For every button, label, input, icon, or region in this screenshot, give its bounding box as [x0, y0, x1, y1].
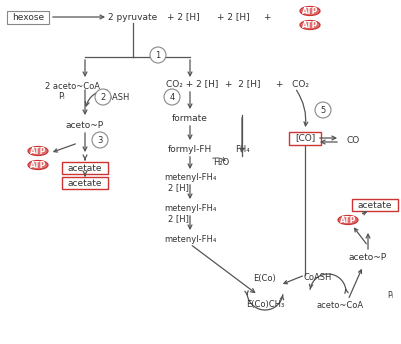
Text: +  2 [H]: + 2 [H] — [225, 79, 261, 88]
Text: formate: formate — [172, 114, 208, 122]
Circle shape — [315, 102, 331, 118]
Text: ATP: ATP — [30, 161, 46, 170]
Text: ATP: ATP — [302, 21, 318, 30]
Text: CoASH: CoASH — [304, 273, 332, 282]
Text: 2 pyruvate: 2 pyruvate — [108, 12, 158, 22]
Text: H₂O: H₂O — [213, 158, 229, 166]
Text: aceto~CoA: aceto~CoA — [316, 301, 364, 310]
Ellipse shape — [28, 147, 48, 155]
Text: Pᵢ: Pᵢ — [387, 290, 393, 300]
Bar — [62, 162, 108, 174]
Ellipse shape — [300, 21, 320, 30]
Ellipse shape — [338, 215, 358, 225]
Text: 2: 2 — [100, 93, 105, 101]
Text: acetate: acetate — [358, 201, 392, 209]
Text: CoASH: CoASH — [102, 93, 130, 101]
Text: metenyl-FH₄: metenyl-FH₄ — [164, 172, 216, 182]
Text: aceto~P: aceto~P — [349, 254, 387, 262]
Bar — [289, 131, 321, 144]
Text: 2 [H]: 2 [H] — [168, 183, 189, 193]
Text: +: + — [263, 12, 271, 22]
Text: acetate: acetate — [68, 179, 102, 187]
Text: 5: 5 — [320, 106, 326, 115]
Text: CO₂ + 2 [H]: CO₂ + 2 [H] — [166, 79, 218, 88]
Text: aceto~P: aceto~P — [66, 120, 104, 129]
Text: hexose: hexose — [12, 12, 44, 22]
Text: ATP: ATP — [302, 7, 318, 15]
Text: FH₄: FH₄ — [235, 144, 249, 153]
Circle shape — [95, 89, 111, 105]
Text: ATP: ATP — [30, 147, 46, 155]
Circle shape — [150, 47, 166, 63]
Text: 2 [H]: 2 [H] — [168, 215, 189, 224]
Text: acetate: acetate — [68, 163, 102, 172]
Text: 3: 3 — [97, 136, 103, 144]
Ellipse shape — [28, 161, 48, 170]
Bar — [7, 11, 49, 23]
Text: formyl-FH: formyl-FH — [168, 144, 212, 153]
Text: E(Co)CH₃: E(Co)CH₃ — [246, 301, 284, 310]
Bar — [352, 199, 398, 211]
Text: [CO]: [CO] — [295, 133, 315, 142]
Text: 4: 4 — [169, 93, 174, 101]
Text: + 2 [H]: + 2 [H] — [217, 12, 249, 22]
Text: Pᵢ: Pᵢ — [58, 92, 65, 100]
Text: E(Co): E(Co) — [253, 273, 276, 282]
Text: + 2 [H]: + 2 [H] — [167, 12, 199, 22]
Circle shape — [164, 89, 180, 105]
Text: metenyl-FH₄: metenyl-FH₄ — [164, 235, 216, 244]
Text: 2 aceto~CoA: 2 aceto~CoA — [45, 82, 99, 90]
Text: +   CO₂: + CO₂ — [275, 79, 308, 88]
Bar — [62, 177, 108, 189]
Text: metenyl-FH₄: metenyl-FH₄ — [164, 204, 216, 213]
Ellipse shape — [300, 7, 320, 15]
Text: CO: CO — [346, 136, 360, 144]
Text: 1: 1 — [155, 51, 161, 60]
Text: ATP: ATP — [340, 215, 356, 225]
Circle shape — [92, 132, 108, 148]
